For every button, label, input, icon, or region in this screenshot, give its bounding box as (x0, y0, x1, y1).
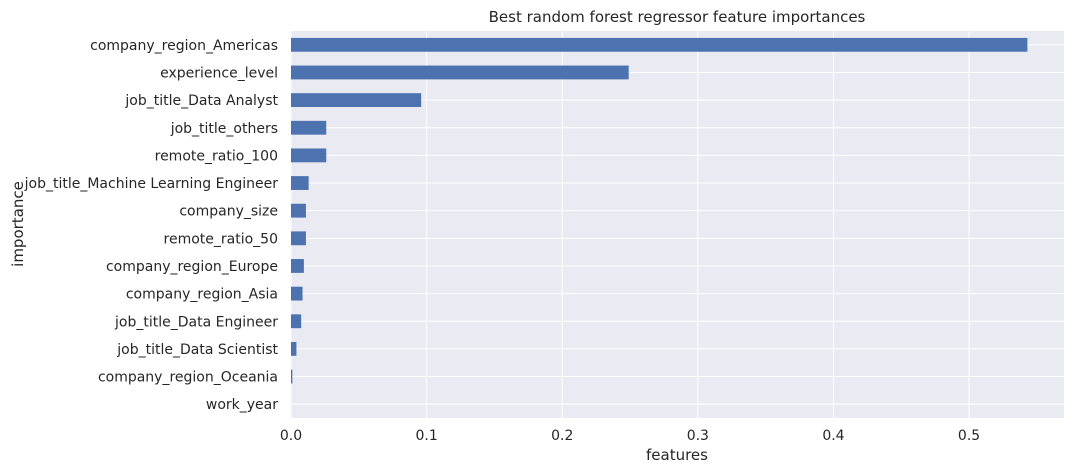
y-tick-label: experience_level (160, 65, 278, 81)
x-tick-label: 0.5 (958, 428, 980, 444)
bar (291, 176, 309, 190)
bar (291, 259, 304, 273)
bar (291, 93, 422, 108)
y-tick-label: remote_ratio_50 (164, 231, 278, 247)
y-tick-label: company_region_Europe (106, 259, 278, 275)
y-tick-label: company_region_Oceania (98, 370, 278, 386)
chart-title: Best random forest regressor feature imp… (489, 8, 866, 26)
x-tick-label: 0.1 (415, 428, 437, 444)
y-tick-label: job_title_Data Scientist (116, 342, 278, 358)
bar (291, 120, 327, 135)
y-tick-label: job_title_Data Engineer (114, 314, 278, 330)
x-tick-label: 0.4 (822, 428, 844, 444)
y-tick-label: job_title_Data Analyst (124, 93, 278, 109)
bar (291, 286, 303, 301)
bar (291, 65, 629, 80)
bar (291, 148, 327, 163)
bar (291, 231, 306, 246)
y-tick-labels: company_region_Americas experience_levelj… (24, 38, 279, 413)
bar (291, 341, 297, 356)
y-tick-label: work_year (206, 397, 278, 413)
bar (291, 37, 1028, 52)
bar (291, 314, 302, 329)
x-axis-label: features (646, 446, 708, 464)
x-tick-label: 0.3 (687, 428, 709, 444)
x-tick-label: 0.0 (280, 428, 302, 444)
bars (291, 37, 1028, 384)
y-tick-label: company_region_Americas (90, 38, 278, 54)
y-axis-label: importance (9, 181, 27, 267)
y-tick-label: company_size (179, 204, 278, 220)
x-tick-labels: 0.0 0.1 0.2 0.3 0.4 0.5 (280, 428, 980, 444)
x-tick-label: 0.2 (551, 428, 573, 444)
y-tick-label: job_title_others (170, 121, 278, 137)
plot-area (291, 31, 1064, 418)
y-tick-label: job_title_Machine Learning Engineer (24, 176, 279, 192)
bar (291, 203, 306, 218)
y-tick-label: remote_ratio_100 (155, 148, 278, 164)
y-tick-label: company_region_Asia (126, 287, 278, 303)
bar (291, 369, 293, 384)
grid-lines (290, 31, 1064, 418)
